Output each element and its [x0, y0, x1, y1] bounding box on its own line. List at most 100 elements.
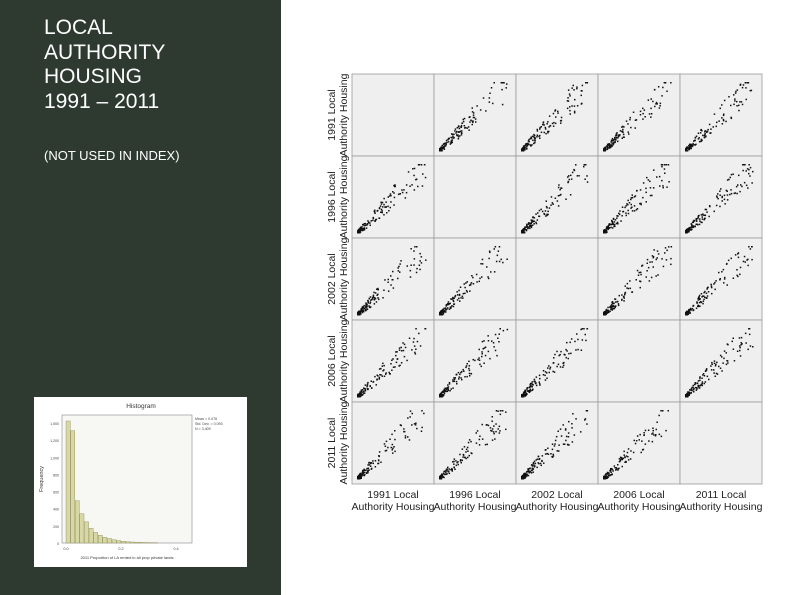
scatter-point	[703, 375, 706, 377]
scatter-point	[618, 212, 620, 215]
scatter-point	[413, 250, 415, 252]
scatter-point	[730, 189, 732, 191]
scatter-point	[568, 352, 570, 355]
scatter-point	[360, 309, 363, 311]
scatter-point	[604, 310, 607, 313]
scatter-point	[368, 469, 370, 471]
scatter-point	[569, 109, 571, 112]
scatter-point	[665, 164, 668, 166]
scatter-point	[692, 142, 694, 145]
scatter-point	[614, 301, 617, 303]
scatter-point	[447, 139, 449, 141]
scatter-points-r0-c1	[439, 82, 508, 152]
scatter-point	[522, 145, 525, 148]
scatter-point	[639, 280, 641, 282]
scatter-point	[670, 257, 672, 260]
scatter-point	[613, 465, 616, 467]
scatter-point	[365, 302, 367, 304]
scatter-point	[690, 389, 692, 391]
scatter-point	[666, 249, 668, 252]
scatter-point	[533, 466, 536, 468]
title-panel: LOCAL AUTHORITY HOUSING 1991 – 2011 (NOT…	[0, 0, 281, 595]
scatter-point	[439, 148, 441, 150]
scatter-point	[364, 224, 367, 227]
histogram-bar-13	[125, 541, 131, 544]
scatter-point	[655, 275, 657, 277]
scatter-point	[551, 443, 554, 445]
scatter-point	[451, 133, 453, 135]
scatter-point	[377, 462, 380, 465]
scatter-point	[621, 215, 623, 217]
scatter-point	[719, 107, 721, 110]
scatter-point	[449, 306, 452, 309]
scatter-point	[716, 373, 719, 375]
scatter-point	[668, 246, 670, 248]
scatter-point	[552, 453, 554, 456]
scatter-point	[736, 350, 739, 352]
scatter-point	[445, 304, 448, 306]
scatter-point	[718, 120, 720, 122]
scatter-point	[734, 92, 737, 94]
scatter-point	[453, 133, 455, 135]
scatter-point	[397, 267, 399, 269]
scatter-point	[690, 309, 692, 311]
scatter-point	[610, 474, 612, 476]
hist-stat-2: N = 3,409	[195, 427, 211, 431]
scatter-point	[575, 349, 577, 351]
scatter-point	[498, 260, 501, 263]
scatter-point	[627, 456, 629, 458]
scatter-point	[610, 306, 612, 309]
scatter-point	[364, 473, 366, 476]
scatter-point	[730, 192, 733, 195]
scatter-point	[708, 123, 711, 126]
scatter-point	[655, 428, 657, 431]
scatter-point	[691, 144, 694, 146]
scatter-point	[650, 98, 652, 100]
scatter-point	[721, 370, 723, 372]
scatter-point	[559, 366, 562, 368]
scatter-point	[634, 195, 637, 197]
scatter-point	[739, 83, 742, 86]
scatter-point	[706, 375, 709, 378]
scatter-point	[617, 468, 619, 470]
scatter-point	[460, 134, 463, 136]
scatter-point	[700, 221, 702, 223]
scatter-point	[726, 194, 729, 196]
scatter-point	[363, 390, 365, 393]
scatter-point	[703, 382, 705, 385]
scatter-point	[400, 424, 402, 427]
scatter-point	[454, 468, 456, 470]
scatter-point	[464, 292, 466, 295]
scatter-point	[702, 214, 704, 216]
scatter-point	[614, 219, 617, 221]
scatter-point	[608, 143, 610, 145]
scatter-point	[556, 200, 559, 202]
scatter-point	[415, 422, 417, 424]
scatter-point	[543, 213, 546, 216]
scatter-point	[530, 136, 532, 138]
scatter-point	[368, 464, 371, 466]
scatter-point	[611, 306, 613, 308]
scatter-point	[567, 432, 570, 434]
scatter-point	[583, 164, 585, 166]
scatter-point	[525, 393, 527, 395]
scatter-point	[603, 477, 606, 479]
hist-xlabel: 2011 Proportion of LA rented in all prop…	[80, 555, 173, 560]
scatter-point	[525, 229, 528, 231]
scatter-point	[639, 280, 642, 283]
scatter-point	[529, 227, 531, 230]
scatter-point	[362, 474, 364, 476]
scatter-point	[686, 146, 689, 148]
scatter-point	[565, 435, 568, 438]
scatter-point	[452, 300, 455, 303]
scatter-point	[523, 391, 526, 394]
scatter-point	[696, 220, 698, 222]
scatter-point	[565, 198, 567, 200]
scatter-point	[726, 179, 729, 181]
hist-xtick-0: 0.0	[63, 547, 68, 551]
scatter-point	[556, 350, 558, 353]
scatter-point	[611, 137, 614, 140]
scatter-point	[652, 432, 654, 434]
scatter-point	[524, 389, 526, 391]
scatter-point	[546, 214, 548, 217]
